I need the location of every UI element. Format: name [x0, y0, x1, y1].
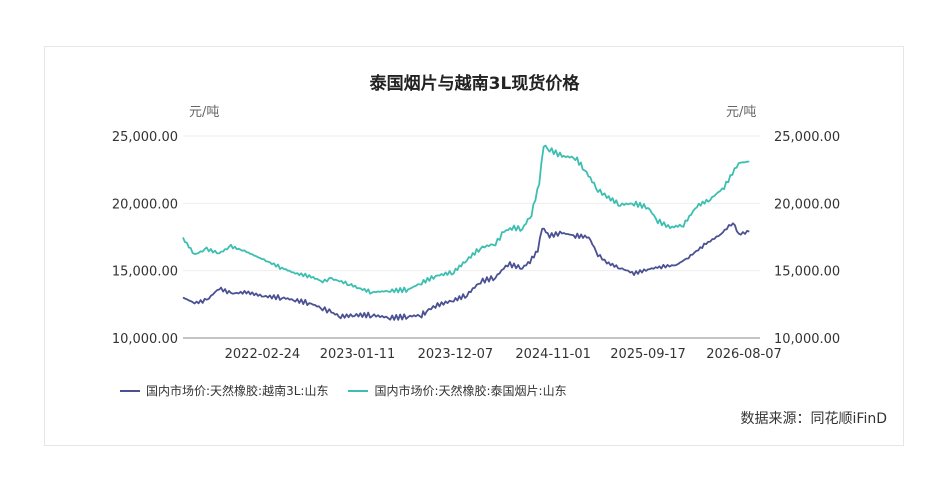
- y-tick-label-right: 20,000.00: [774, 197, 840, 212]
- y-tick-label-left: 25,000.00: [112, 130, 178, 145]
- y-tick-label-right: 15,000.00: [774, 265, 840, 280]
- series-line-1: [182, 144, 750, 295]
- x-tick-label: 2023-01-11: [320, 347, 396, 362]
- legend: 国内市场价:天然橡胶:越南3L:山东 国内市场价:天然橡胶:泰国烟片:山东: [120, 382, 567, 399]
- chart-title: 泰国烟片与越南3L现货价格: [369, 74, 580, 94]
- x-tick-label: 2024-11-01: [515, 347, 591, 362]
- legend-swatch-thai-smoked-sheet: [348, 389, 369, 392]
- series-line-0: [182, 222, 750, 321]
- legend-label-thai-smoked-sheet: 国内市场价:天然橡胶:泰国烟片:山东: [374, 384, 567, 398]
- y-tick-label-right: 25,000.00: [774, 130, 840, 145]
- y-tick-label-left: 15,000.00: [112, 265, 178, 280]
- legend-item-vietnam-3l[interactable]: 国内市场价:天然橡胶:越南3L:山东: [120, 382, 328, 399]
- x-tick-label: 2023-12-07: [418, 347, 494, 362]
- x-tick-label: 2022-02-24: [225, 347, 301, 362]
- x-tick-label: 2026-08-07: [706, 347, 782, 362]
- y-tick-label-left: 20,000.00: [112, 197, 178, 212]
- y-axis-unit-left: 元/吨: [189, 105, 220, 120]
- legend-item-thai-smoked-sheet[interactable]: 国内市场价:天然橡胶:泰国烟片:山东: [348, 382, 567, 399]
- y-axis-unit-right: 元/吨: [726, 105, 757, 120]
- data-source: 数据来源：同花顺iFinD: [740, 411, 887, 427]
- y-tick-label-right: 10,000.00: [774, 332, 840, 347]
- legend-swatch-vietnam-3l: [120, 389, 140, 392]
- legend-label-vietnam-3l: 国内市场价:天然橡胶:越南3L:山东: [146, 384, 329, 398]
- y-tick-label-left: 10,000.00: [112, 332, 178, 347]
- x-tick-label: 2025-09-17: [610, 347, 686, 362]
